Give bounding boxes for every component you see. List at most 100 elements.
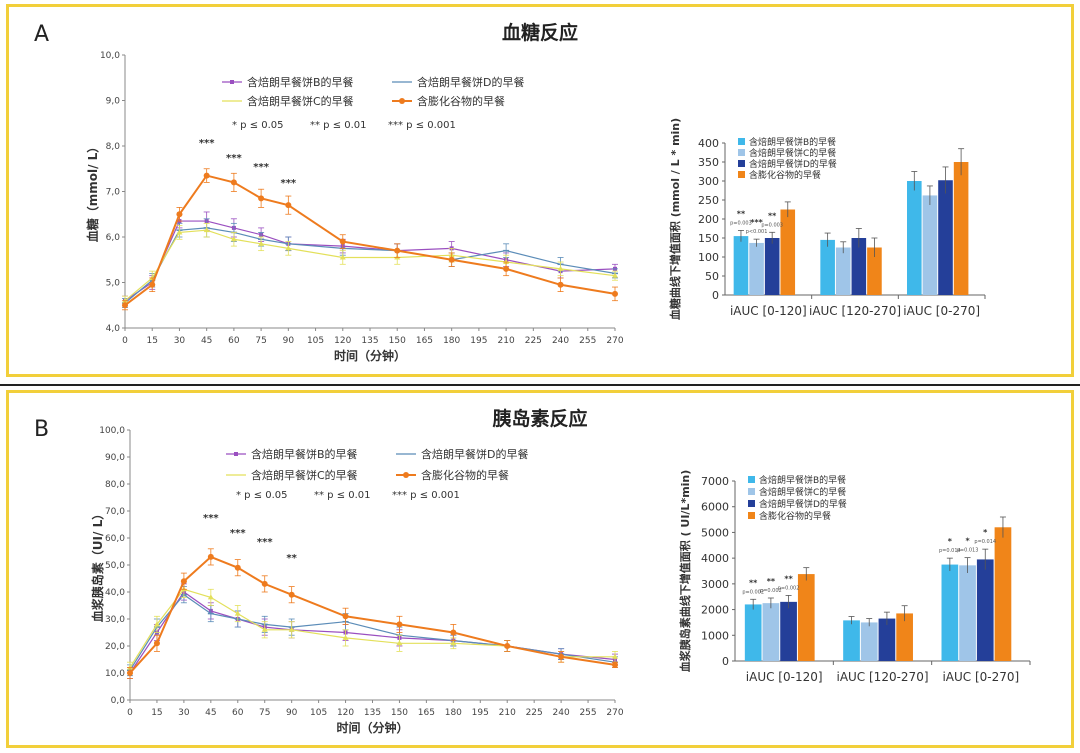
legend-label: 含焙朗早餐饼C的早餐 <box>251 468 358 482</box>
x-tick-label: 150 <box>389 336 406 346</box>
x-tick-label: 240 <box>552 336 569 346</box>
x-tick-label: 195 <box>470 336 487 346</box>
y-tick-label: 5000 <box>701 526 729 539</box>
x-tick-label: 0 <box>127 708 133 718</box>
x-tick-label: 255 <box>579 708 596 718</box>
legend-label: 含膨化谷物的早餐 <box>749 169 821 181</box>
bar-significance-mark: * <box>983 528 988 537</box>
data-point <box>207 594 214 600</box>
legend-swatch <box>748 488 755 495</box>
significance-mark: *** <box>230 528 246 539</box>
x-tick-label: 165 <box>418 708 435 718</box>
data-point <box>234 610 241 616</box>
bar <box>744 604 762 661</box>
legend-label: 含焙朗早餐饼C的早餐 <box>247 94 354 108</box>
bar <box>959 565 976 661</box>
x-tick-label: 270 <box>606 336 623 346</box>
y-tick-label: 400 <box>698 137 719 150</box>
bar-significance-mark: ** <box>784 574 793 583</box>
x-tick-label: 195 <box>472 708 489 718</box>
bar-significance-mark: * <box>965 537 970 546</box>
x-tick-label: 135 <box>364 708 381 718</box>
bar <box>843 620 860 661</box>
data-point <box>612 272 618 278</box>
significance-mark: ** <box>286 553 297 564</box>
x-tick-label: 225 <box>525 336 542 346</box>
data-point <box>261 626 268 632</box>
y-tick-label: 250 <box>698 194 719 207</box>
y-tick-label: 80,0 <box>105 480 125 490</box>
data-point <box>207 553 214 560</box>
y-axis-title: 血糖（mmol/ L） <box>85 141 100 243</box>
x-tick-label: 105 <box>307 336 324 346</box>
y-tick-label: 7000 <box>701 475 729 488</box>
y-tick-label: 20,0 <box>105 642 125 652</box>
data-point <box>127 670 133 676</box>
y-tick-label: 3000 <box>701 578 729 591</box>
data-point <box>122 302 128 309</box>
bar-p-value: p=0.014 <box>939 548 961 554</box>
series-line <box>129 555 616 674</box>
legend-marker <box>234 452 238 456</box>
bar-significance-mark: ** <box>768 211 777 220</box>
legend-label: 含膨化谷物的早餐 <box>759 510 831 522</box>
x-tick-label: 105 <box>310 708 327 718</box>
x-tick-label: 210 <box>498 336 515 346</box>
x-tick-label: 165 <box>416 336 433 346</box>
bar <box>851 238 867 295</box>
data-point <box>288 626 295 632</box>
y-tick-label: 0 <box>712 289 719 302</box>
bar <box>994 527 1012 661</box>
y-tick-label: 9,0 <box>106 97 121 107</box>
legend-label: 含焙朗早餐饼B的早餐 <box>749 136 836 148</box>
significance-mark: *** <box>203 513 219 524</box>
y-tick-label: 150 <box>698 232 719 245</box>
bar-p-value: p<0.001 <box>746 229 768 235</box>
x-tick-label: 120 <box>337 708 354 718</box>
y-tick-label: 1000 <box>701 629 729 642</box>
bar <box>835 247 851 295</box>
series-line <box>129 593 616 671</box>
x-tick-label: 120 <box>334 336 351 346</box>
series-line <box>129 591 616 674</box>
x-axis-title: 时间（分钟） <box>334 348 406 363</box>
y-axis-title: 血糖曲线下增值面积 (mmol / L * min) <box>668 118 682 320</box>
x-tick-label: 45 <box>201 336 212 346</box>
x-tick-label: 15 <box>146 336 157 346</box>
data-point <box>450 629 457 636</box>
panel-a-letter: A <box>34 22 50 47</box>
x-tick-label: iAUC [0-270] <box>903 304 980 318</box>
bar <box>922 195 938 295</box>
legend-label: 含焙朗早餐饼C的早餐 <box>759 486 846 498</box>
panel-b-frame <box>6 390 1074 748</box>
bar <box>820 239 835 295</box>
data-point <box>258 195 265 202</box>
x-tick-label: 30 <box>178 708 190 718</box>
x-tick-label: 270 <box>606 708 623 718</box>
bar <box>860 622 878 661</box>
data-point <box>342 634 349 640</box>
y-tick-label: 60,0 <box>105 534 125 544</box>
significance-legend: * p ≤ 0.05 <box>236 490 288 501</box>
y-tick-label: 40,0 <box>105 588 125 598</box>
data-point <box>612 653 618 659</box>
y-tick-label: 30,0 <box>105 615 125 625</box>
legend-marker <box>399 98 405 104</box>
significance-mark: *** <box>226 153 242 164</box>
x-tick-label: iAUC [0-270] <box>942 670 1019 684</box>
series-line <box>124 229 616 302</box>
legend-swatch <box>748 476 755 483</box>
data-point <box>558 653 565 660</box>
y-tick-label: 10,0 <box>105 669 125 679</box>
legend-label: 含膨化谷物的早餐 <box>417 94 505 108</box>
data-point <box>153 621 160 627</box>
bar-significance-mark: ** <box>767 577 776 586</box>
data-point <box>180 578 187 585</box>
bar-p-value: p=0.003 <box>761 222 783 228</box>
data-point <box>450 640 457 646</box>
y-tick-label: 8,0 <box>106 142 121 152</box>
x-axis-title: 时间（分钟） <box>336 720 408 735</box>
legend-marker <box>403 472 409 478</box>
y-tick-label: 100,0 <box>99 426 125 436</box>
